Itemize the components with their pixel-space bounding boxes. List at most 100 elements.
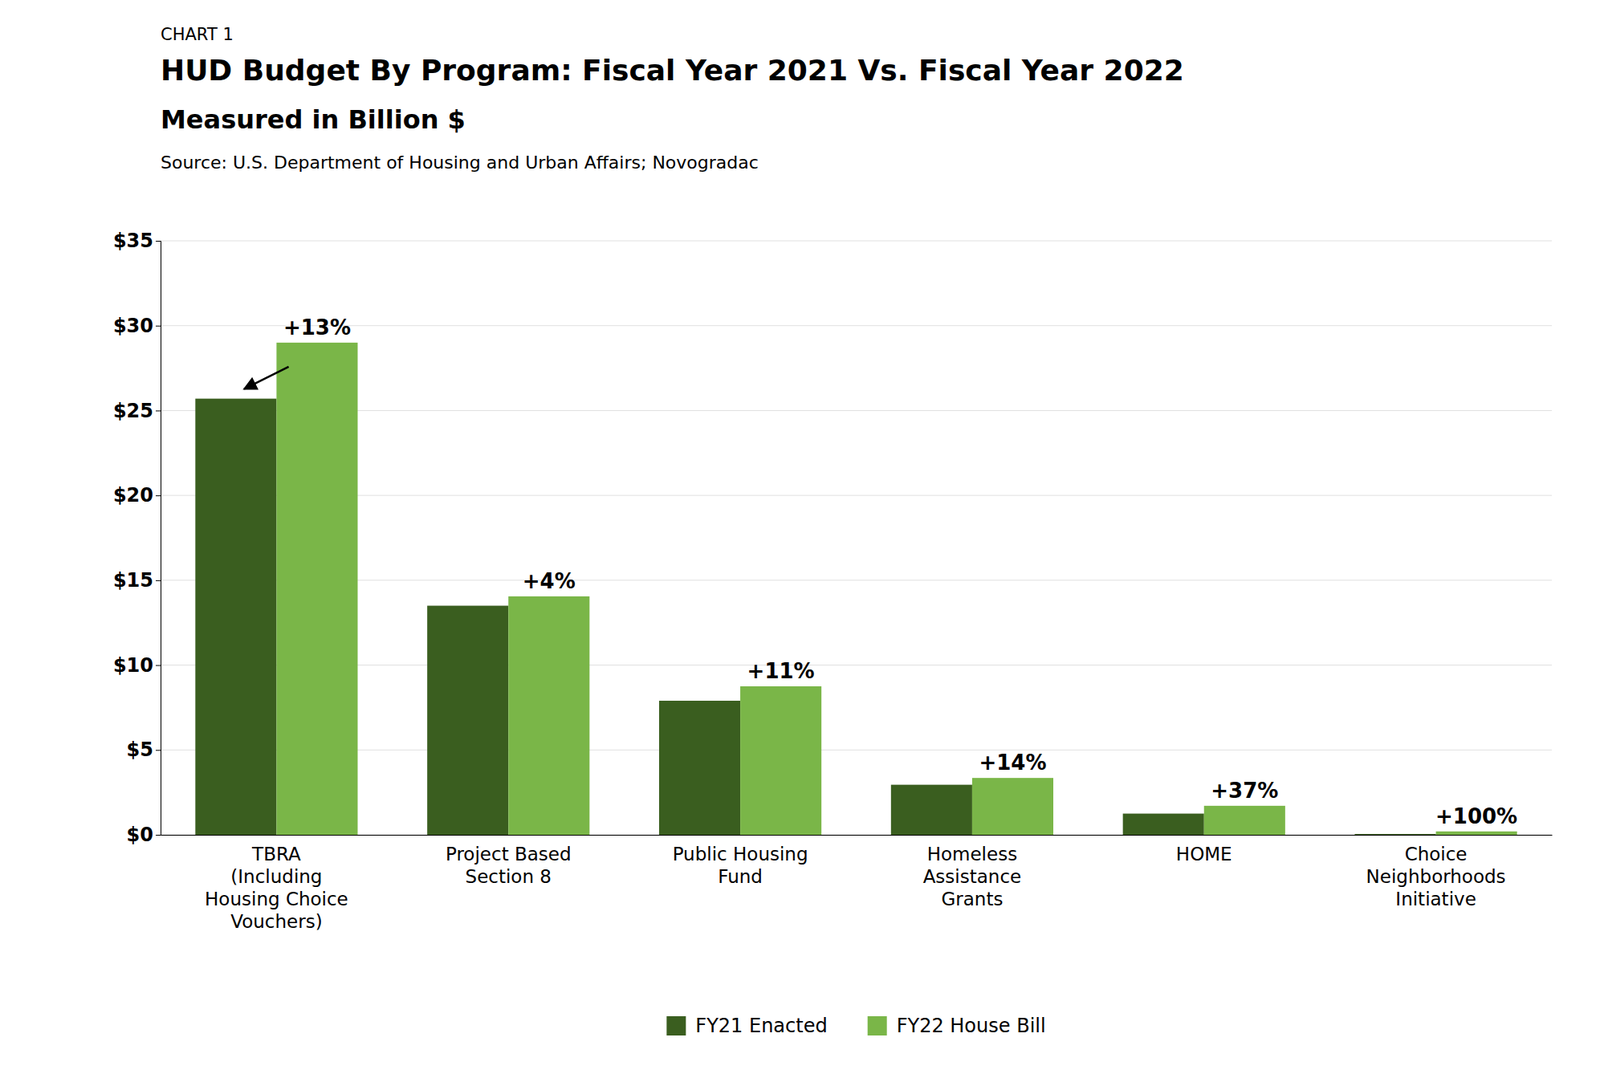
bar (508, 596, 590, 835)
y-tick-label: $35 (113, 229, 154, 253)
legend-item: FY21 Enacted (666, 1014, 827, 1038)
x-tick-label-line: Section 8 (465, 866, 552, 888)
y-axis-line (155, 241, 162, 836)
y-tick-mark (155, 495, 161, 497)
y-tick-label: $30 (113, 314, 154, 338)
subtitle: Measured in Billion $ (160, 104, 466, 135)
y-tick: $15 (113, 569, 161, 592)
x-tick: HOME (1176, 843, 1233, 865)
y-tick: $0 (126, 823, 161, 847)
x-tick-label: Project BasedSection 8 (445, 843, 572, 888)
y-tick-label: $15 (113, 569, 154, 592)
grid (160, 240, 1552, 835)
plot: $0 $5 $10 $15 $20 $25 $30 $35 TBRA(IncludingHous… (113, 229, 1553, 933)
x-tick-label: TBRA(IncludingHousing ChoiceVouchers) (204, 843, 349, 933)
x-tick: TBRA(IncludingHousing ChoiceVouchers) (204, 843, 349, 933)
bars (195, 342, 1517, 835)
y-tick-label: $10 (113, 654, 154, 677)
x-axis: TBRA(IncludingHousing ChoiceVouchers) Pro… (161, 835, 1553, 933)
bar-annotations: +13% +4% +11% +14% +37% +100% (283, 315, 1518, 829)
y-tick: $30 (113, 314, 161, 338)
bar (1436, 831, 1518, 835)
bar (1204, 806, 1286, 835)
y-tick: $10 (113, 654, 161, 677)
grid-line (160, 749, 1552, 751)
bar (972, 777, 1054, 835)
bar-annotation: +4% (522, 569, 576, 594)
x-tick: Project BasedSection 8 (445, 843, 572, 888)
y-tick: $5 (126, 738, 161, 762)
bar (1123, 814, 1205, 835)
x-tick-label-line: Grants (940, 888, 1003, 910)
x-tick-label-line: Neighborhoods (1366, 866, 1507, 888)
y-axis: $0 $5 $10 $15 $20 $25 $30 $35 (113, 229, 162, 847)
y-tick-label: $5 (126, 738, 154, 762)
y-tick-mark (155, 325, 161, 327)
chart-svg: CHART 1 HUD Budget By Program: Fiscal Yea… (0, 0, 1600, 1070)
bar-series (276, 342, 1517, 835)
bar-series (195, 398, 1436, 835)
y-tick-mark (155, 240, 161, 242)
source: Source: U.S. Department of Housing and U… (160, 152, 759, 173)
grid-line (160, 325, 1552, 326)
bar (659, 700, 741, 835)
y-tick: $20 (113, 484, 161, 507)
x-tick: HomelessAssistanceGrants (923, 843, 1022, 910)
bar-annotation: +37% (1210, 778, 1279, 803)
chart-label: CHART 1 (160, 24, 234, 45)
bar-annotation: +11% (747, 659, 815, 684)
x-tick-label-line: Housing Choice (204, 888, 349, 910)
grid-line (160, 579, 1552, 581)
arrow (244, 366, 290, 390)
grid-line (160, 410, 1552, 412)
x-tick-label: ChoiceNeighborhoodsInitiative (1366, 843, 1507, 910)
bar (427, 606, 509, 835)
y-tick-mark (155, 749, 161, 751)
legend-swatch (867, 1016, 888, 1036)
x-tick-label-line: (Including (230, 866, 322, 888)
grid-line (160, 240, 1552, 242)
x-tick-label-line: Choice (1404, 843, 1468, 865)
bar (891, 785, 973, 835)
bar-annotation: +14% (978, 750, 1047, 775)
grid-line (160, 834, 1552, 836)
x-tick-label: HomelessAssistanceGrants (923, 843, 1022, 910)
legend: FY21 Enacted FY22 House Bill (666, 1014, 1046, 1038)
legend-label: FY21 Enacted (695, 1014, 827, 1038)
y-tick-label: $20 (113, 484, 154, 507)
y-tick-mark (155, 410, 161, 412)
bar (1354, 834, 1436, 835)
bar (195, 398, 277, 835)
bar-annotation: +13% (283, 315, 351, 340)
bar (276, 342, 358, 835)
x-tick-label-line: HOME (1176, 843, 1233, 865)
x-tick: Public HousingFund (672, 843, 809, 888)
y-tick-label: $0 (126, 823, 154, 847)
bar (740, 686, 822, 835)
grid-line (160, 495, 1552, 497)
y-tick-mark (155, 665, 161, 667)
bar-annotation: +100% (1435, 804, 1518, 829)
x-tick-label: HOME (1176, 843, 1233, 865)
x-tick-label-line: Project Based (445, 843, 572, 865)
x-tick-label: Public HousingFund (672, 843, 809, 888)
x-tick-label-line: Public Housing (672, 843, 809, 865)
x-tick-label-line: Fund (717, 866, 763, 888)
y-tick: $25 (113, 399, 161, 423)
x-tick-label-line: Initiative (1395, 888, 1476, 910)
x-tick-label-line: Homeless (927, 843, 1018, 865)
x-axis-line (161, 834, 1553, 836)
legend-swatch (666, 1016, 686, 1036)
x-tick-label-line: Assistance (923, 866, 1022, 888)
x-tick-label-line: Vouchers) (230, 911, 322, 933)
y-tick-mark (155, 834, 161, 836)
y-tick-mark (155, 580, 161, 582)
x-tick: ChoiceNeighborhoodsInitiative (1366, 843, 1507, 910)
x-tick-label-line: TBRA (251, 843, 302, 865)
grid-line (160, 664, 1552, 666)
legend-item: FY22 House Bill (867, 1014, 1047, 1038)
y-tick: $35 (113, 229, 161, 253)
legend-label: FY22 House Bill (896, 1014, 1047, 1038)
title: HUD Budget By Program: Fiscal Year 2021 … (160, 53, 1185, 87)
y-tick-label: $25 (113, 399, 154, 423)
